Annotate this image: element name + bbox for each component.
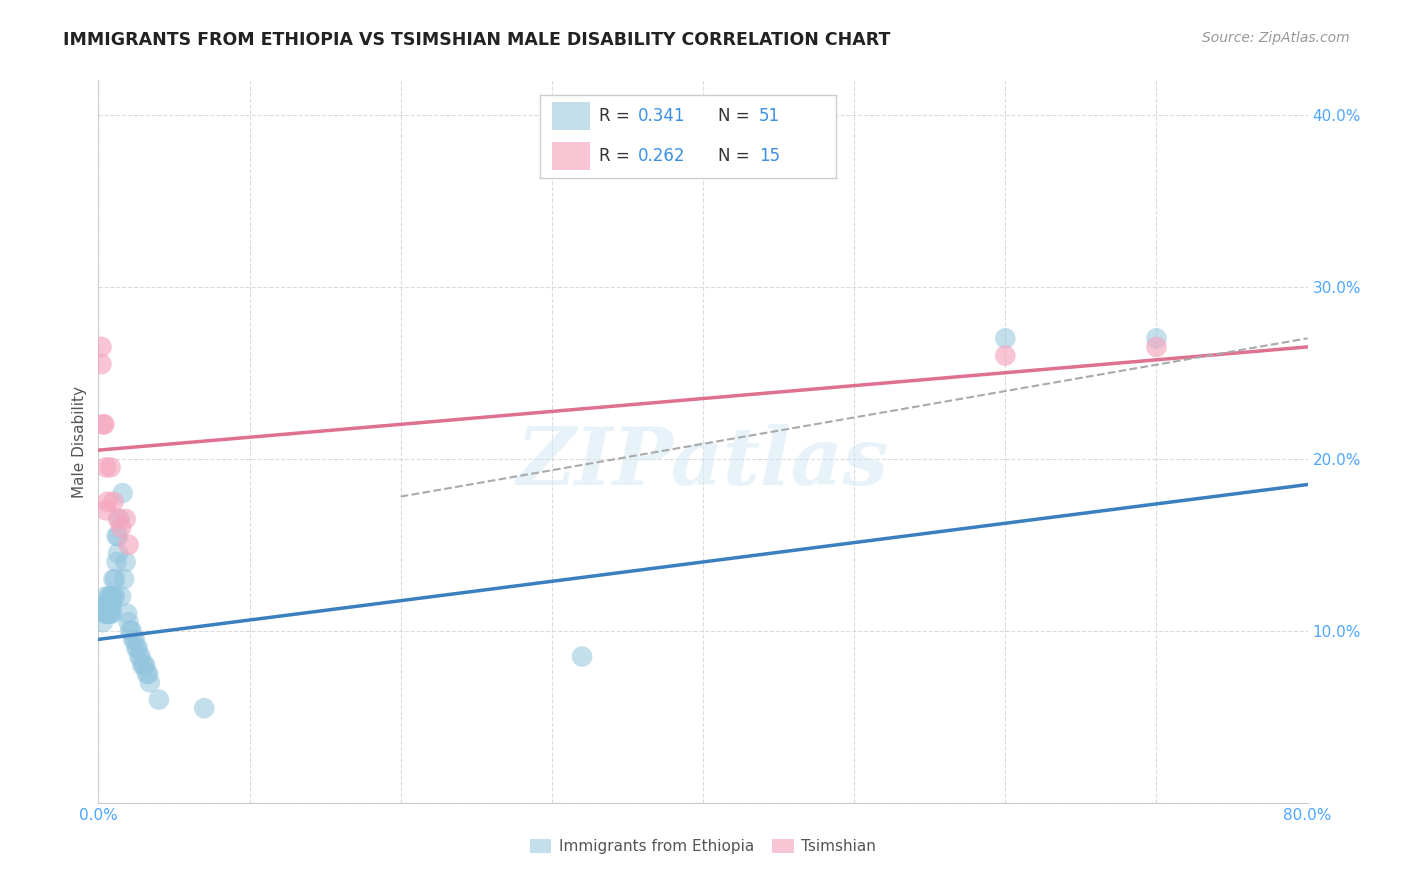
Point xyxy=(994,331,1017,345)
Point xyxy=(101,590,124,604)
Point xyxy=(103,572,125,586)
Point xyxy=(129,649,152,664)
Point xyxy=(93,607,115,621)
Point xyxy=(100,607,122,621)
Point xyxy=(110,590,132,604)
Point xyxy=(121,624,143,638)
Text: IMMIGRANTS FROM ETHIOPIA VS TSIMSHIAN MALE DISABILITY CORRELATION CHART: IMMIGRANTS FROM ETHIOPIA VS TSIMSHIAN MA… xyxy=(63,31,890,49)
Point xyxy=(96,494,118,508)
Point xyxy=(90,357,112,371)
Point xyxy=(112,572,135,586)
Point xyxy=(101,607,124,621)
Legend: Immigrants from Ethiopia, Tsimshian: Immigrants from Ethiopia, Tsimshian xyxy=(523,833,883,860)
Point xyxy=(94,598,117,612)
Point xyxy=(118,538,141,552)
Point xyxy=(118,615,141,630)
Point xyxy=(128,649,150,664)
Point xyxy=(139,675,162,690)
Point xyxy=(125,640,148,655)
Y-axis label: Male Disability: Male Disability xyxy=(72,385,87,498)
Point xyxy=(134,658,156,673)
Point xyxy=(127,640,149,655)
Point xyxy=(120,624,142,638)
Point xyxy=(96,607,118,621)
Point xyxy=(193,701,215,715)
Point xyxy=(1144,331,1167,345)
Point xyxy=(94,460,117,475)
Point xyxy=(91,598,114,612)
Point xyxy=(98,607,121,621)
Point xyxy=(135,666,157,681)
Text: ZIPatlas: ZIPatlas xyxy=(517,425,889,502)
Point xyxy=(111,486,134,500)
Point xyxy=(96,598,118,612)
Point xyxy=(571,649,593,664)
Point xyxy=(1144,340,1167,354)
Point xyxy=(94,607,117,621)
Point xyxy=(93,417,115,432)
Point xyxy=(90,340,112,354)
Point xyxy=(107,546,129,560)
Point xyxy=(105,529,128,543)
Point xyxy=(115,607,138,621)
Point xyxy=(100,598,122,612)
Point xyxy=(110,520,132,534)
Point xyxy=(114,555,136,569)
Point xyxy=(104,590,127,604)
Point xyxy=(104,572,127,586)
Point xyxy=(107,529,129,543)
Point xyxy=(98,598,121,612)
Point xyxy=(107,512,129,526)
Point xyxy=(91,615,114,630)
Point xyxy=(101,598,124,612)
Point xyxy=(98,590,121,604)
Point xyxy=(103,494,125,508)
Point xyxy=(100,460,122,475)
Point xyxy=(148,692,170,706)
Point xyxy=(122,632,145,647)
Point xyxy=(114,512,136,526)
Point xyxy=(131,658,153,673)
Point xyxy=(136,666,159,681)
Point xyxy=(103,590,125,604)
Text: Source: ZipAtlas.com: Source: ZipAtlas.com xyxy=(1202,31,1350,45)
Point xyxy=(132,658,155,673)
Point xyxy=(124,632,146,647)
Point xyxy=(100,590,122,604)
Point xyxy=(108,512,131,526)
Point xyxy=(94,590,117,604)
Point xyxy=(91,417,114,432)
Point xyxy=(94,503,117,517)
Point xyxy=(994,349,1017,363)
Point xyxy=(105,555,128,569)
